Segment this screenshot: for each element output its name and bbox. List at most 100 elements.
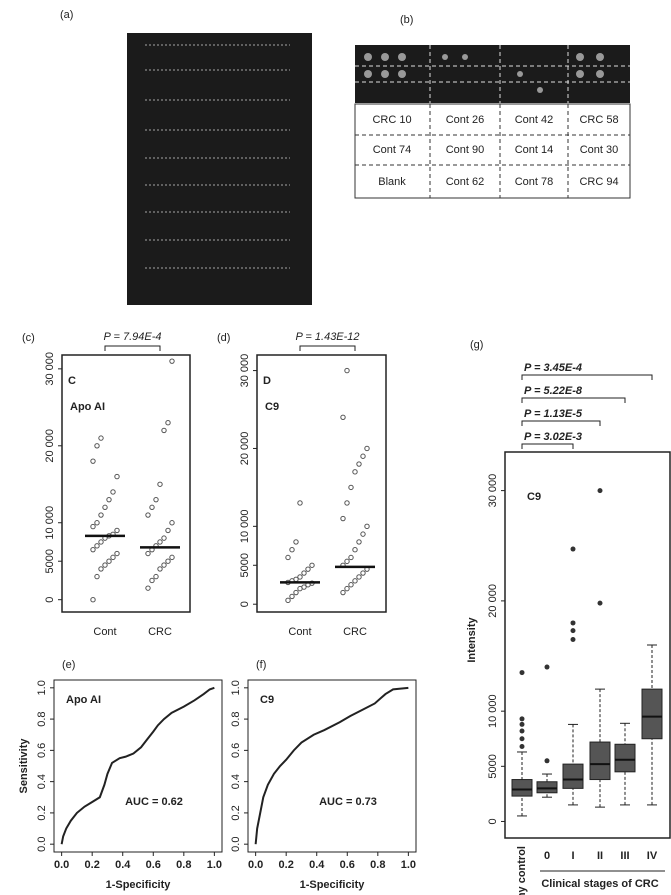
x-tick-label: 0.8 [176,859,191,871]
panel-label: (b) [400,14,413,26]
data-point [285,554,291,561]
data-point [165,527,171,534]
data-point [289,546,295,553]
data-point [344,367,350,374]
data-point [153,573,159,580]
data-point [98,566,104,572]
data-point [114,550,120,557]
data-point [114,473,120,480]
outlier [519,743,525,749]
data-point [98,512,104,518]
x-tick-label: Healthy control [516,846,528,895]
data-point [90,546,96,553]
chart-title: C9 [527,491,541,503]
spot-strip [355,45,630,103]
data-point [301,570,307,576]
data-point [157,481,163,487]
outlier [519,716,525,722]
y-tick-label: 20 000 [44,429,56,463]
data-point [348,582,354,588]
annotation: AUC = 0.73 [319,796,377,808]
y-tick-label: 0 [487,818,499,824]
data-point [106,558,112,564]
data-point [297,574,303,580]
bracket [104,345,161,351]
data-point [340,589,346,596]
x-tick-label: I [571,850,574,862]
data-point [161,427,167,434]
panel-label: (a) [60,9,73,21]
data-point [94,520,100,526]
chart-title: Apo AI [66,694,101,706]
table-cell: CRC 10 [372,114,411,126]
data-point [94,443,100,449]
x-axis-label: Clinical stages of CRC [541,878,658,890]
y-axis-label: Sensitivity [18,738,30,794]
data-point [102,562,108,568]
data-point [360,531,366,537]
y-tick-label: 10 000 [487,694,499,728]
x-tick-label: 0 [544,850,550,862]
outlier [570,628,576,634]
data-point [149,577,155,584]
y-tick-label: 0 [239,601,251,607]
panel-label: (f) [256,659,266,671]
p-value: P = 3.02E-3 [524,431,582,443]
outlier [519,670,525,676]
data-point [356,574,362,580]
p-value: P = 5.22E-8 [524,385,583,397]
table-cell: Cont 30 [580,144,619,156]
panel-letter: D [263,375,271,387]
data-point [90,523,96,530]
panel-label: (c) [22,332,35,344]
bracket [521,397,626,403]
outlier [570,620,576,626]
outlier [544,758,550,764]
x-tick-label: 0.0 [54,859,69,871]
box [536,781,558,794]
array-image [127,33,312,305]
data-point [364,523,370,530]
table-cell: Blank [378,176,406,188]
outlier [597,600,603,606]
data-point [352,469,358,475]
box [641,688,663,740]
y-tick-label: 0.2 [36,805,48,820]
y-tick-label: 0.6 [36,743,48,758]
y-tick-label: 5000 [44,549,56,573]
outlier [570,546,576,552]
p-value: P = 1.43E-12 [295,331,359,343]
p-value: P = 7.94E-4 [104,331,162,343]
data-point [149,504,155,511]
data-point [98,539,104,545]
y-tick-label: 10 000 [239,510,251,544]
outlier [519,721,525,727]
data-point [293,589,299,596]
sample-table [354,103,631,199]
x-tick-label: CRC [148,626,172,638]
data-point [352,546,358,553]
data-point [169,358,175,364]
y-tick-label: 0 [44,597,56,603]
outlier [519,736,525,742]
y-tick-label: 30 000 [487,474,499,508]
y-tick-label: 0.8 [36,711,48,726]
data-point [348,484,354,491]
table-cell: Cont 78 [515,176,554,188]
box [589,741,611,781]
x-axis-label: 1-Specificity [106,879,172,891]
data-point [301,584,307,590]
outlier [519,728,525,734]
data-point [106,496,112,503]
data-point [340,414,346,421]
y-tick-label: 0.2 [230,805,242,820]
data-point [344,558,350,565]
data-point [340,515,346,522]
y-tick-label: 5000 [487,754,499,778]
chart-title: C9 [265,401,279,413]
data-point [293,539,299,545]
x-tick-label: III [620,850,629,862]
table-cell: Cont 62 [446,176,485,188]
outlier [570,636,576,642]
table-cell: Cont 42 [515,114,554,126]
